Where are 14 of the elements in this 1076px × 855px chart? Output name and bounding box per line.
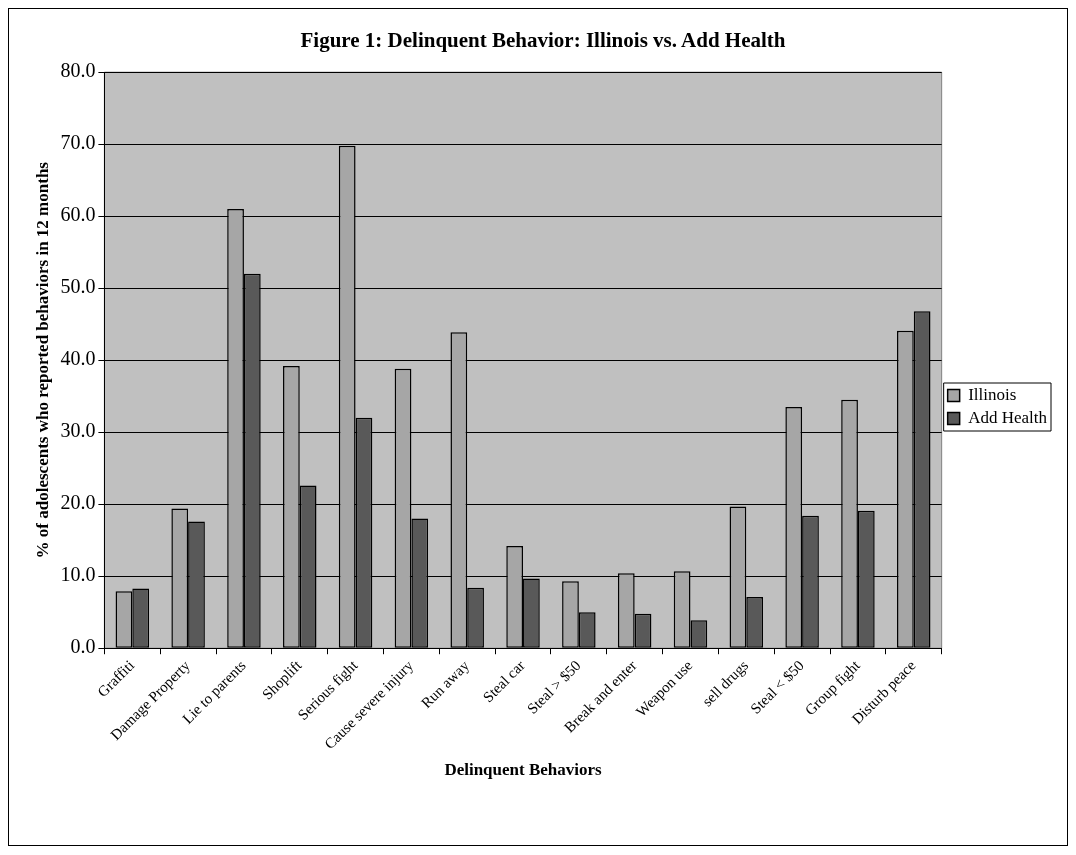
y-axis-title: % of adolescents who reported behaviors in 12 months	[32, 161, 52, 559]
legend-label: Add Health	[968, 407, 1048, 427]
y-tick-label: 40.0	[60, 347, 96, 370]
chart-title: Figure 1: Delinquent Behavior: Illinois vs. Add Health	[300, 28, 786, 53]
y-tick-label: 50.0	[60, 275, 96, 298]
y-tick-label: 0.0	[70, 635, 96, 658]
y-tick-label: 80.0	[60, 59, 96, 82]
y-tick-label: 70.0	[60, 131, 96, 154]
y-tick-label: 30.0	[60, 419, 96, 442]
y-tick-label: 20.0	[60, 491, 96, 514]
y-tick-label: 10.0	[60, 563, 96, 586]
y-tick-label: 60.0	[60, 203, 96, 226]
x-axis-title: Delinquent Behaviors	[444, 760, 603, 780]
legend-label: Illinois	[968, 384, 1017, 404]
